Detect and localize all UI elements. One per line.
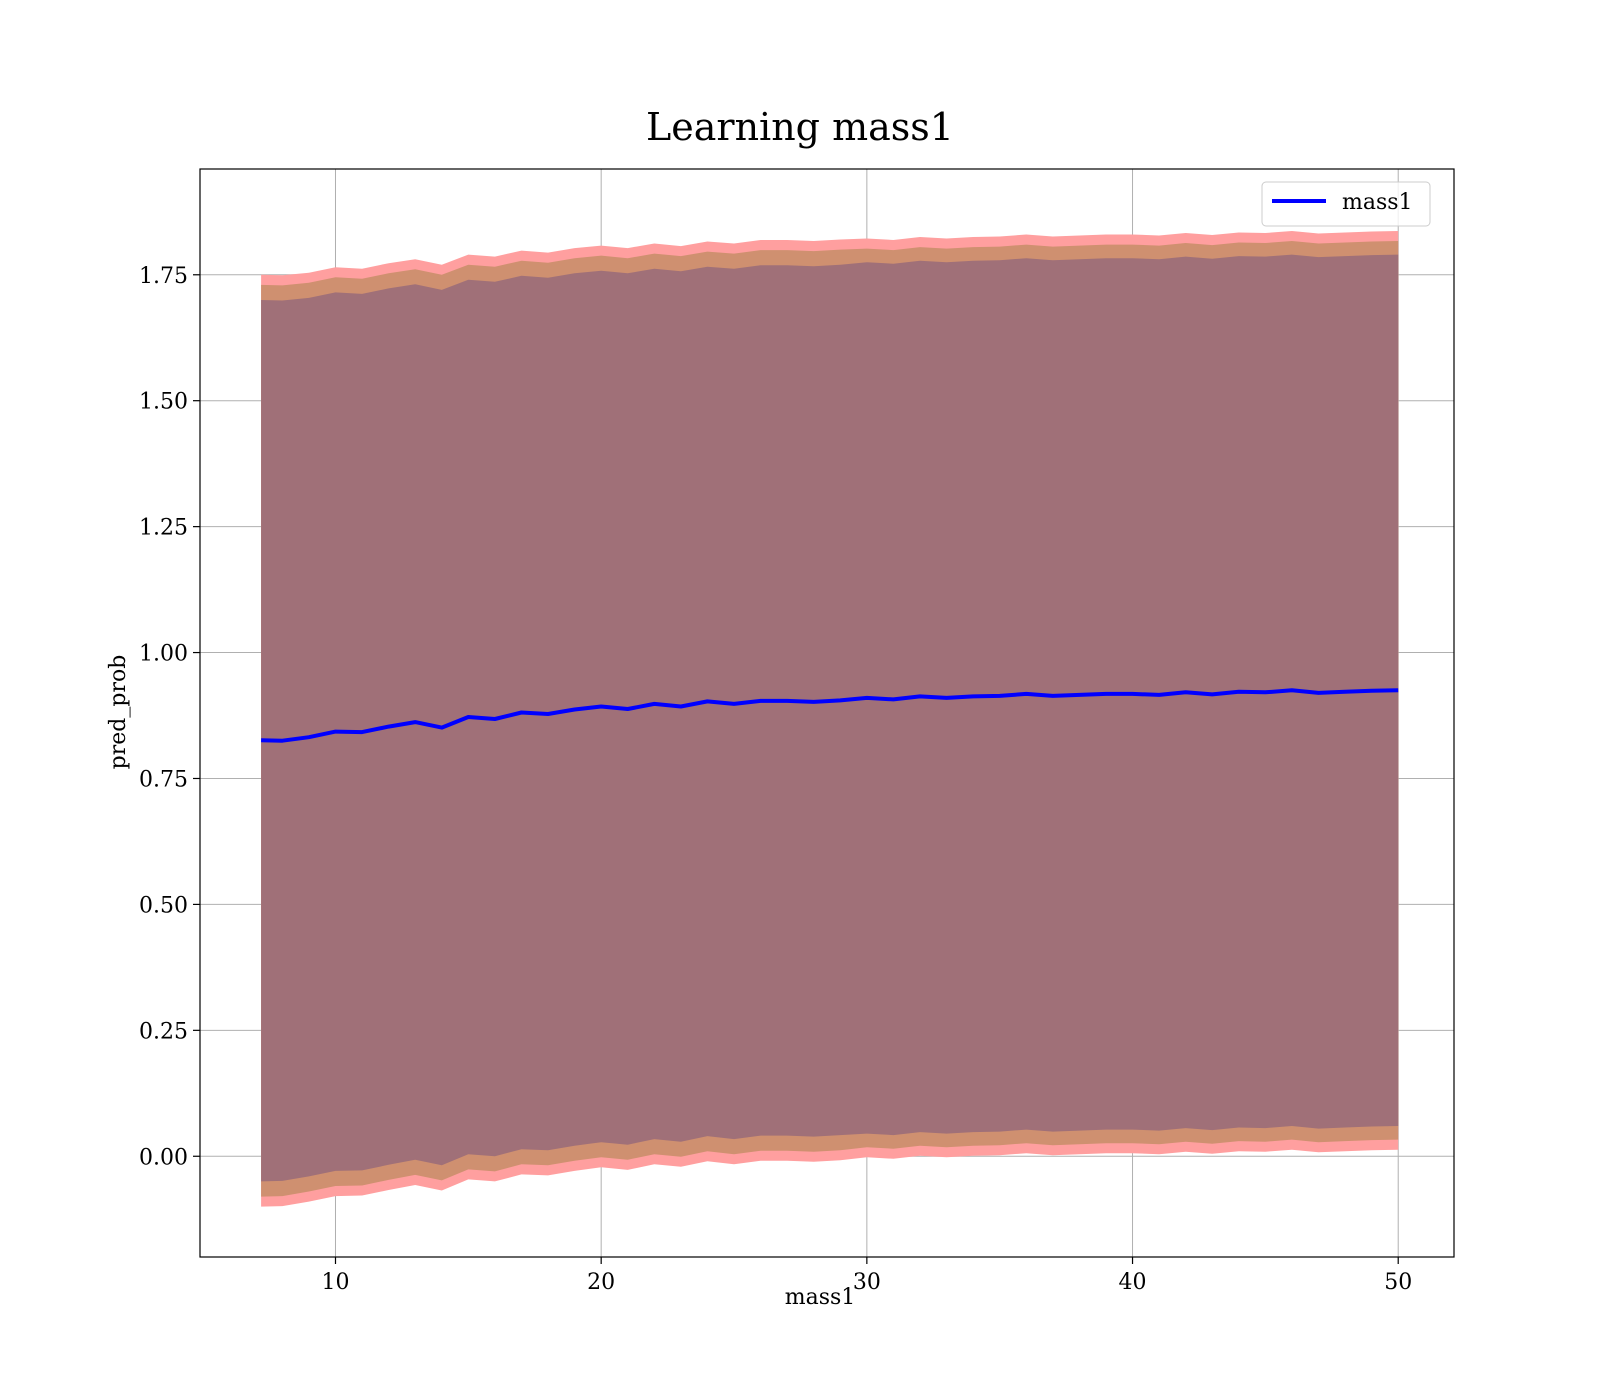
y-axis-ticks: 0.00 0.25 0.50 0.75 1.00 1.25 1.50 1.75 bbox=[139, 264, 200, 1170]
x-tick-label: 40 bbox=[1119, 1270, 1147, 1295]
plot-frame bbox=[199, 168, 1455, 1258]
y-tick-label: 1.25 bbox=[139, 516, 188, 541]
y-tick-label: 1.75 bbox=[139, 264, 188, 289]
confidence-bands bbox=[261, 231, 1399, 1207]
series-line-mass1 bbox=[261, 688, 1399, 743]
y-tick-label: 1.50 bbox=[139, 390, 188, 415]
y-axis-label: pred_prob bbox=[106, 655, 131, 770]
x-tick-label: 20 bbox=[587, 1270, 615, 1295]
x-tick-label: 50 bbox=[1384, 1270, 1412, 1295]
x-axis-ticks: 10 20 30 40 50 bbox=[321, 1257, 1412, 1295]
legend-box bbox=[1261, 181, 1431, 227]
y-tick-label: 1.00 bbox=[139, 642, 188, 667]
x-tick-label: 10 bbox=[321, 1270, 349, 1295]
legend-label: mass1 bbox=[1342, 190, 1413, 215]
y-tick-label: 0.25 bbox=[139, 1019, 188, 1044]
band-inner bbox=[261, 254, 1399, 1182]
legend: mass1 bbox=[1261, 181, 1431, 227]
y-tick-label: 0.50 bbox=[139, 893, 188, 918]
x-axis-label: mass1 bbox=[785, 1285, 856, 1310]
chart-title: Learning mass1 bbox=[646, 105, 954, 149]
series-lines bbox=[261, 688, 1399, 743]
x-tick-label: 30 bbox=[853, 1270, 881, 1295]
y-tick-label: 0.00 bbox=[139, 1145, 188, 1170]
y-tick-label: 0.75 bbox=[139, 767, 188, 792]
